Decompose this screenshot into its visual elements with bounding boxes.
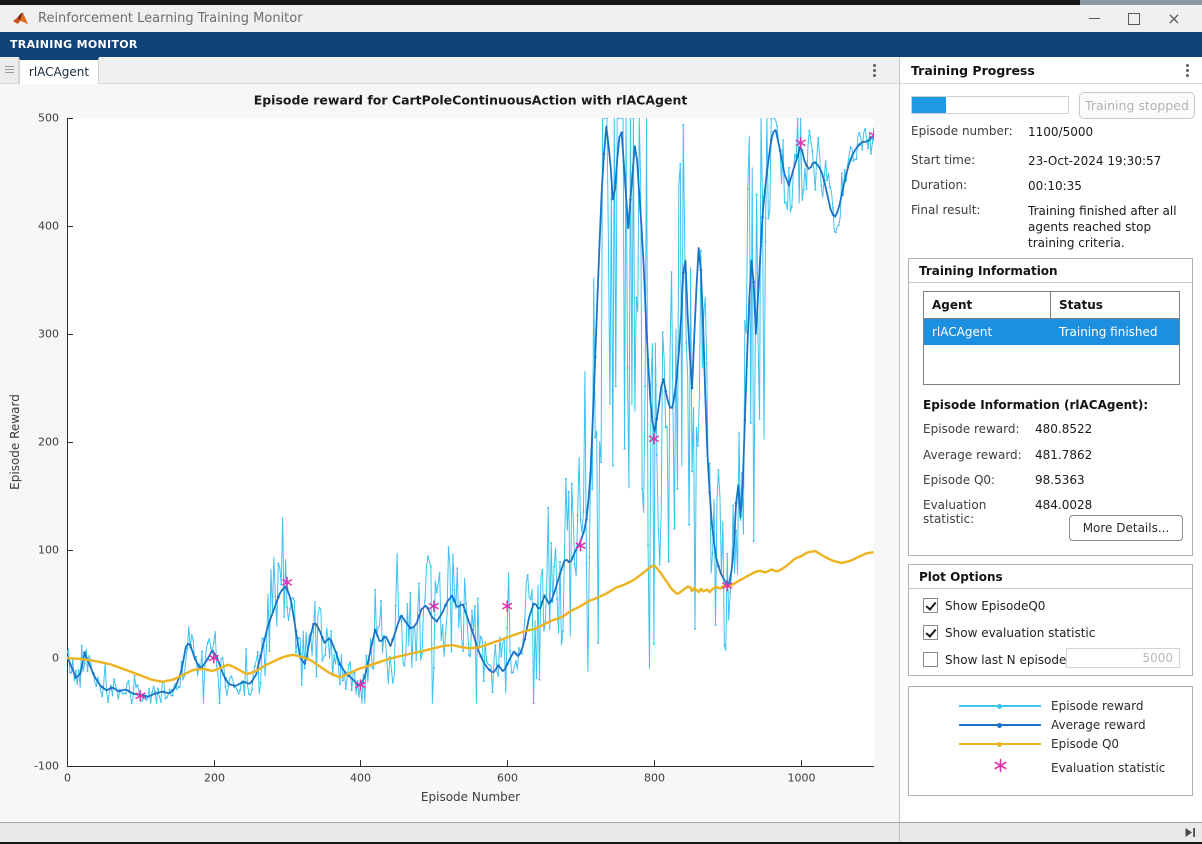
episode-q0-row: Episode Q0: 98.5363	[923, 473, 1183, 487]
legend-item-evaluation-statistic: Evaluation statistic	[909, 758, 1192, 775]
agent-status-table: Agent Status rlACAgent Training finished	[923, 291, 1180, 385]
legend-item-average-reward: Average reward	[909, 718, 1192, 732]
table-header-agent: Agent	[924, 292, 1051, 318]
legend-label: Episode reward	[1051, 699, 1144, 713]
show-episodeq0-checkbox[interactable]	[923, 598, 938, 613]
document-tab-strip: rlACAgent	[0, 57, 899, 84]
chart-legend: Episode reward Average reward Episode Q0…	[908, 686, 1193, 796]
maximize-button[interactable]	[1114, 6, 1154, 32]
average-reward-row: Average reward: 481.7862	[923, 448, 1183, 462]
field-label: Episode number:	[911, 124, 1013, 138]
training-progress-bar	[911, 96, 1069, 114]
episode-reward-chart	[0, 84, 899, 822]
legend-item-episode-q0: Episode Q0	[909, 737, 1192, 751]
matlab-logo-icon	[13, 12, 28, 24]
field-label: Final result:	[911, 203, 981, 217]
episode-number-row: Episode number: 1100/5000	[911, 124, 1195, 140]
screen-edge-bottom	[0, 842, 1202, 844]
table-header-status: Status	[1059, 298, 1103, 312]
tab-overflow-menu-icon[interactable]	[867, 61, 881, 79]
tab-label: rlACAgent	[28, 65, 90, 79]
table-header-row: Agent Status	[924, 292, 1179, 319]
status-bar	[0, 822, 1202, 842]
asterisk-icon	[994, 758, 1007, 773]
status-bar-divider	[899, 823, 900, 842]
checkbox-label: Show last N episodes	[945, 652, 1073, 667]
section-title: Plot Options	[919, 569, 1003, 584]
duration-row: Duration: 00:10:35	[911, 178, 1195, 194]
training-progress-panel: Training Progress Training stopped Episo…	[899, 57, 1202, 822]
show-episodeq0-option: Show EpisodeQ0	[923, 598, 1045, 613]
skip-to-end-icon[interactable]	[1184, 827, 1197, 838]
field-value: 481.7862	[1035, 448, 1093, 462]
field-value: 480.8522	[1035, 422, 1093, 436]
toolstrip: TRAINING MONITOR	[0, 32, 1202, 57]
screen-edge-top-right	[1080, 0, 1202, 5]
field-value: 23-Oct-2024 19:30:57	[1028, 154, 1162, 168]
table-row[interactable]: rlACAgent Training finished	[924, 319, 1179, 345]
show-evaluation-statistic-option: Show evaluation statistic	[923, 625, 1095, 640]
field-value: 98.5363	[1035, 473, 1085, 487]
legend-line-sample	[959, 741, 1041, 747]
field-label: Start time:	[911, 153, 976, 167]
legend-line-sample	[959, 703, 1041, 709]
document-grip-icon[interactable]	[0, 57, 19, 83]
panel-title: Training Progress	[911, 62, 1035, 78]
start-time-row: Start time: 23-Oct-2024 19:30:57	[911, 153, 1195, 169]
panel-menu-icon[interactable]	[1180, 61, 1194, 79]
legend-label: Average reward	[1051, 718, 1146, 732]
field-label: Average reward:	[923, 448, 1022, 462]
field-label: Episode Q0:	[923, 473, 996, 487]
legend-item-episode-reward: Episode reward	[909, 699, 1192, 713]
toolstrip-tab-label[interactable]: TRAINING MONITOR	[10, 38, 138, 51]
screen-edge-top	[0, 0, 1202, 5]
checkbox-label: Show EpisodeQ0	[945, 598, 1046, 613]
window-title: Reinforcement Learning Training Monitor	[38, 11, 303, 26]
evaluation-statistic-row: Evaluation statistic: 484.0028	[923, 498, 1183, 526]
table-cell-status: Training finished	[1059, 325, 1158, 339]
episode-information-title: Episode Information (rlACAgent):	[923, 398, 1149, 412]
training-stopped-button[interactable]: Training stopped	[1079, 92, 1195, 119]
field-label: Evaluation statistic:	[923, 498, 987, 526]
show-last-n-episodes-option: Show last N episodes	[923, 652, 1073, 667]
close-button[interactable]: ×	[1167, 8, 1181, 28]
final-result-row: Final result: Training finished after al…	[911, 203, 1195, 252]
tab-rlacagent[interactable]: rlACAgent	[19, 57, 99, 84]
section-title: Training Information	[919, 263, 1058, 278]
training-information-section: Training Information Agent Status rlACAg…	[908, 258, 1193, 556]
field-value: 1100/5000	[1028, 125, 1094, 139]
panel-header: Training Progress	[900, 57, 1202, 84]
field-value: Training finished after all agents reach…	[1028, 204, 1177, 251]
minimize-button[interactable]	[1074, 6, 1114, 32]
field-value: 484.0028	[1035, 498, 1093, 512]
last-n-episodes-input[interactable]	[1066, 648, 1180, 668]
table-cell-agent: rlACAgent	[932, 325, 993, 339]
field-label: Duration:	[911, 178, 968, 192]
legend-line-sample	[959, 722, 1041, 728]
chart-document-area	[0, 84, 899, 822]
plot-options-section: Plot Options Show EpisodeQ0 Show evaluat…	[908, 564, 1193, 676]
title-bar: Reinforcement Learning Training Monitor …	[0, 5, 1202, 32]
episode-reward-row: Episode reward: 480.8522	[923, 422, 1183, 436]
show-last-n-episodes-checkbox[interactable]	[923, 652, 938, 667]
legend-label: Episode Q0	[1051, 737, 1120, 751]
more-details-button[interactable]: More Details...	[1069, 515, 1183, 541]
field-value: 00:10:35	[1028, 179, 1082, 193]
training-progress-fill	[912, 97, 947, 113]
show-evaluation-statistic-checkbox[interactable]	[923, 625, 938, 640]
field-label: Episode reward:	[923, 422, 1020, 436]
legend-label: Evaluation statistic	[1051, 761, 1166, 775]
checkbox-label: Show evaluation statistic	[945, 625, 1096, 640]
